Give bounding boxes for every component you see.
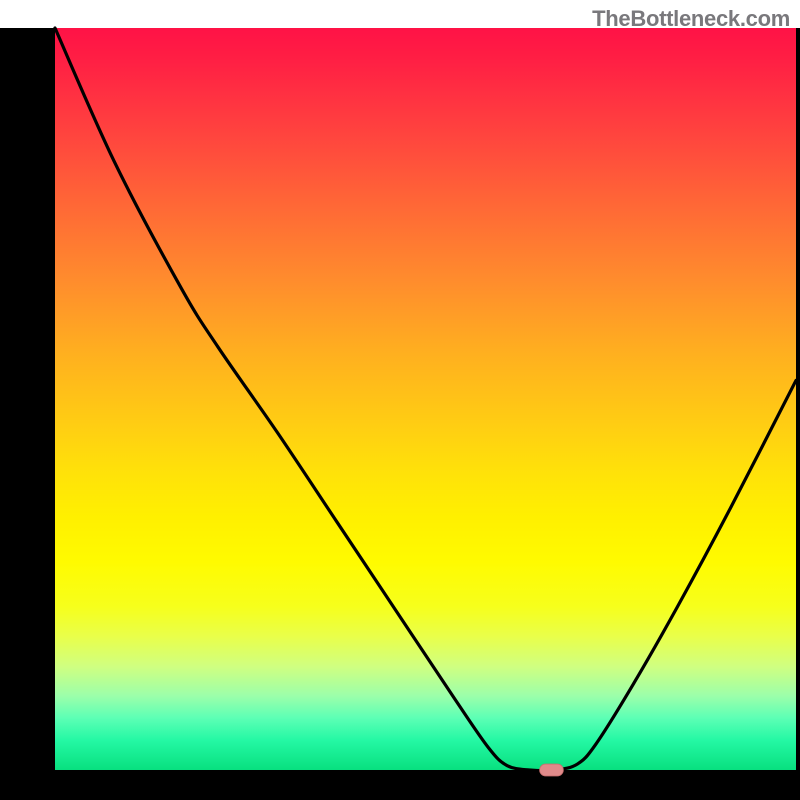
chart-background (55, 28, 796, 770)
bottleneck-chart (0, 0, 800, 800)
chart-container: TheBottleneck.com (0, 0, 800, 800)
right-edge (796, 0, 800, 800)
x-axis (0, 770, 800, 800)
optimal-point-marker (540, 764, 564, 776)
watermark-text: TheBottleneck.com (592, 6, 790, 32)
y-axis (0, 0, 55, 800)
